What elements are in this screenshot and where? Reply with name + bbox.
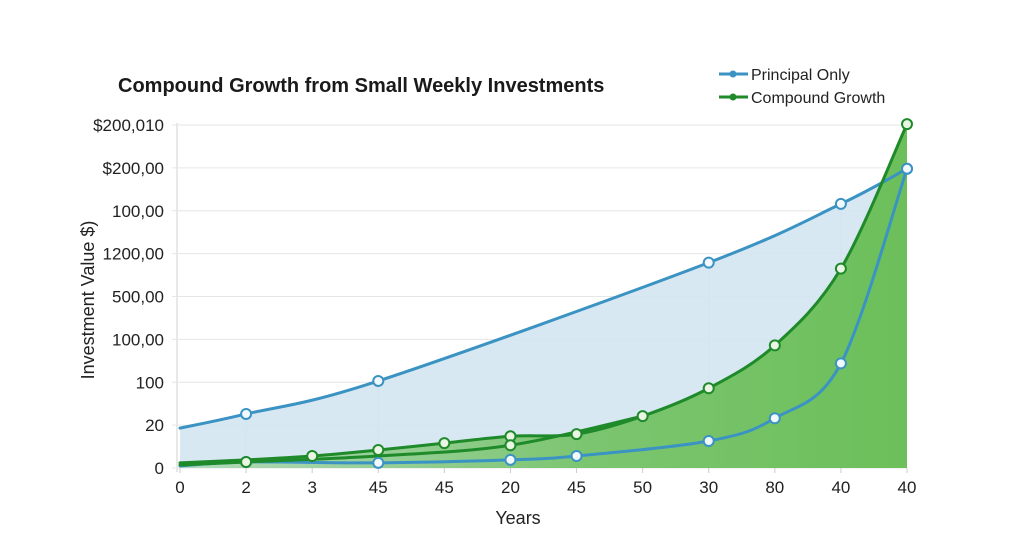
data-point-series-2 [702, 382, 715, 395]
x-tick-label: 45 [567, 478, 586, 497]
data-point-series-2 [768, 339, 781, 352]
y-tick-label: $200,00 [103, 159, 164, 178]
x-tick-label: 80 [765, 478, 784, 497]
y-tick-label: 20 [145, 416, 164, 435]
x-tick-label: 45 [369, 478, 388, 497]
line-series-3 [178, 414, 645, 467]
data-point-series-1 [570, 449, 583, 462]
y-tick-label: 100,00 [112, 330, 164, 349]
legend-marker-compound [729, 93, 737, 101]
area-fill-series-2 [180, 124, 907, 468]
data-point-series-2 [570, 428, 583, 441]
legend-marker-principal [729, 70, 737, 78]
x-tick-label: 30 [699, 478, 718, 497]
data-point-series-1 [901, 162, 913, 175]
data-point-series-2 [636, 410, 649, 423]
x-tick-label: 3 [307, 478, 316, 497]
data-point-series-0 [372, 374, 385, 387]
x-tick-label: 2 [241, 478, 250, 497]
y-tick-label: 500,00 [112, 288, 164, 307]
data-point-series-1 [504, 453, 517, 466]
data-point-series-3 [504, 439, 517, 452]
data-point-series-1 [372, 456, 385, 469]
series-markers [240, 118, 913, 469]
data-point-series-1 [702, 434, 715, 447]
x-tick-label: 45 [435, 478, 454, 497]
y-tick-label: $200,010 [93, 116, 164, 135]
data-point-series-2 [372, 443, 385, 456]
x-axis-label: Years [495, 508, 540, 528]
x-tick-label: 20 [501, 478, 520, 497]
y-tick-label: 1200,00 [103, 245, 164, 264]
legend-label-compound: Compound Growth [751, 90, 885, 107]
x-tick-label: 0 [175, 478, 184, 497]
data-point-series-0 [240, 407, 253, 420]
data-point-series-2 [834, 262, 847, 275]
data-point-series-2 [438, 437, 451, 450]
data-point-series-0 [834, 197, 847, 210]
x-tick-label: 40 [898, 478, 917, 497]
chart-title: Compound Growth from Small Weekly Invest… [118, 75, 604, 97]
y-tick-labels: 0 20 100 100,00 500,00 1200,00 100,00 $200,00 $2… [93, 116, 164, 478]
data-point-series-0 [702, 256, 715, 269]
x-tick-label: 40 [831, 478, 850, 497]
y-tick-label: 0 [155, 459, 164, 478]
data-point-series-3 [240, 455, 253, 468]
x-tick-labels: 0 2 3 45 45 20 45 50 30 80 40 40 [175, 478, 916, 497]
area-fills [180, 124, 907, 469]
y-tick-label: 100,00 [112, 202, 164, 221]
x-tick-label: 50 [633, 478, 652, 497]
legend-label-principal: Principal Only [751, 67, 850, 84]
legend: Principal Only Compound Growth [719, 67, 885, 107]
y-axis-label: Investment Value $) [78, 221, 98, 380]
data-point-series-1 [834, 357, 847, 370]
data-point-series-1 [768, 412, 781, 425]
y-tick-label: 100 [136, 373, 164, 392]
data-point-series-2 [901, 118, 913, 131]
data-point-series-2 [306, 449, 319, 462]
